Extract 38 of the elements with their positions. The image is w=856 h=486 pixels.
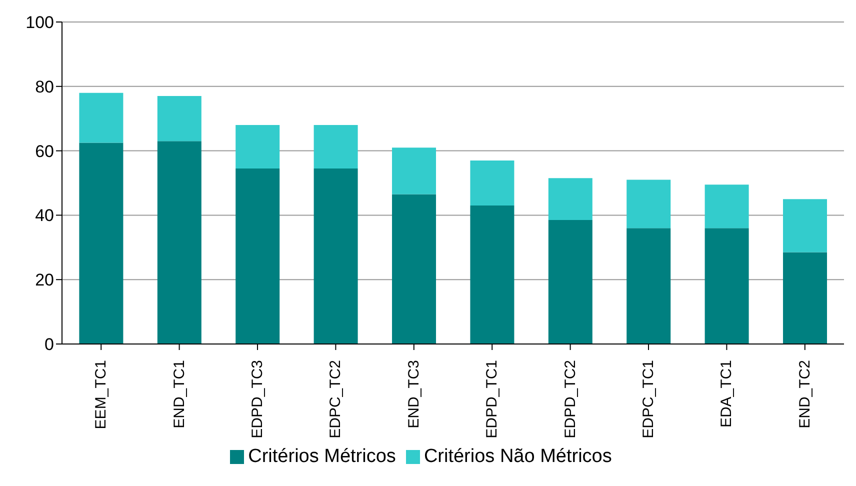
bar xyxy=(392,194,436,344)
bar xyxy=(392,148,436,194)
bar xyxy=(704,228,749,344)
x-tick-label: EDPD_TC1 xyxy=(484,360,501,438)
bar xyxy=(470,160,514,206)
legend-label: Critérios Não Métricos xyxy=(424,446,612,467)
bar xyxy=(783,252,828,344)
bar xyxy=(626,180,671,228)
bar xyxy=(79,142,124,344)
x-tick-label: END_TC3 xyxy=(405,360,422,428)
bar xyxy=(236,168,280,344)
bar xyxy=(79,92,124,143)
y-tick-label: 20 xyxy=(35,270,54,290)
x-tick-label: EDPC_TC2 xyxy=(327,360,344,438)
legend-label: Critérios Métricos xyxy=(248,446,396,467)
bar xyxy=(704,184,749,228)
bar xyxy=(548,220,592,344)
y-tick-label: 0 xyxy=(44,335,54,354)
x-tick-label: EDPD_TC2 xyxy=(562,360,579,438)
y-tick-label: 60 xyxy=(35,142,54,161)
bar xyxy=(157,141,202,344)
x-tick-label: END_TC1 xyxy=(170,360,188,428)
bar xyxy=(314,168,358,344)
bar xyxy=(157,96,202,142)
bar xyxy=(626,228,671,344)
bar xyxy=(783,199,828,252)
x-tick-label: END_TC2 xyxy=(796,360,814,428)
bar xyxy=(236,125,280,169)
x-tick-label: EEM_TC1 xyxy=(92,360,110,430)
bar xyxy=(548,178,592,220)
x-tick-label: EDPD_TC3 xyxy=(249,360,266,438)
x-tick-label: EDPC_TC1 xyxy=(640,360,657,438)
y-tick-label: 100 xyxy=(26,13,54,32)
bar xyxy=(470,206,514,344)
bar xyxy=(314,125,358,169)
y-tick-label: 40 xyxy=(35,206,54,226)
y-tick-label: 80 xyxy=(35,77,54,96)
x-tick-label: EDA_TC1 xyxy=(718,360,736,428)
